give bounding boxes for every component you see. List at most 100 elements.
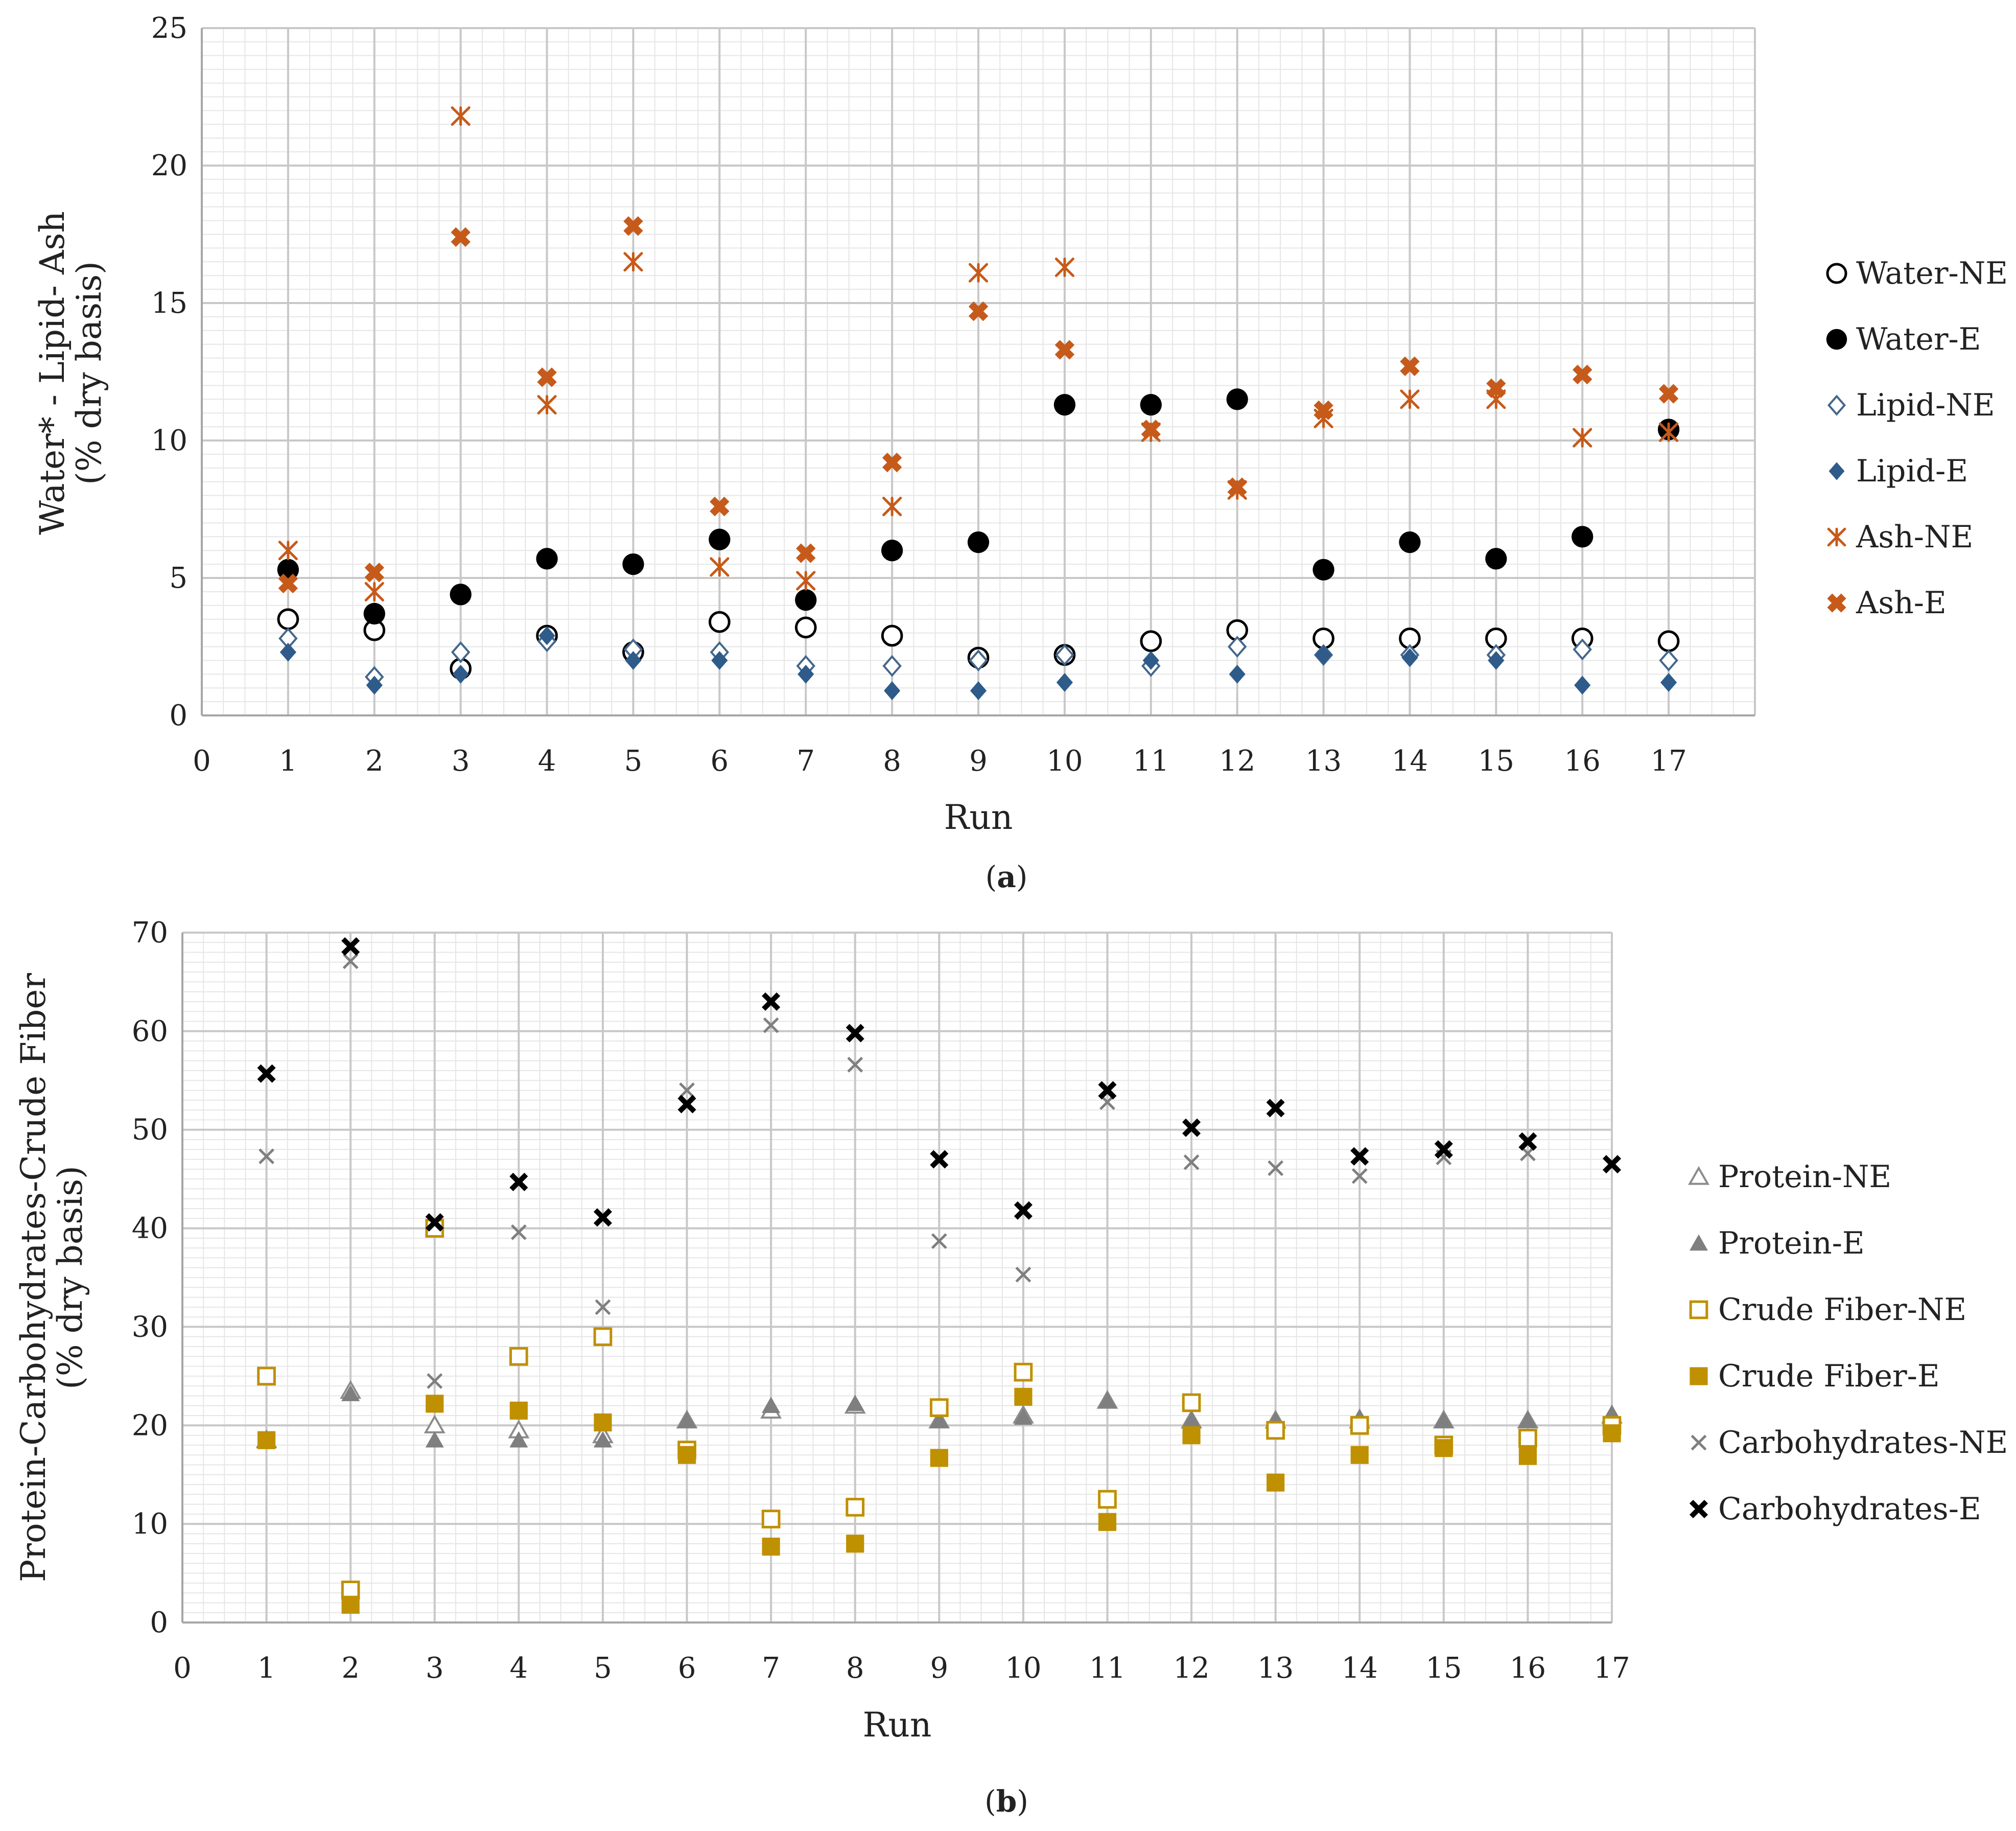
- data-point: [1014, 1408, 1033, 1425]
- y-axis-title-line2: (% dry basis): [69, 261, 109, 485]
- y-axis-title-b: Protein-Carbohydrates-Crude Fiber (% dry…: [14, 973, 90, 1582]
- legend-item: Lipid-NE: [1827, 387, 1995, 423]
- legend-marker: [1826, 329, 1847, 350]
- data-point: [1486, 378, 1506, 398]
- data-point: [451, 641, 471, 663]
- data-point: [1054, 340, 1075, 360]
- x-tick-label: 0: [193, 745, 211, 778]
- data-marks-b: [255, 937, 1623, 1614]
- data-point: [509, 1347, 528, 1366]
- data-point: [795, 589, 817, 611]
- data-point: [1603, 1424, 1621, 1443]
- x-tick-label: 16: [1510, 1652, 1546, 1685]
- data-point: [425, 1431, 444, 1448]
- data-point: [509, 1431, 528, 1448]
- data-point: [847, 1057, 863, 1073]
- data-point: [711, 651, 728, 670]
- series-carbohydrates-e: [257, 937, 1622, 1232]
- data-point: [708, 611, 731, 633]
- legend-item: Water-E: [1826, 321, 1981, 357]
- x-tick-label: 7: [796, 745, 815, 778]
- data-point: [1518, 1132, 1537, 1151]
- panel-label-a: (a): [986, 860, 1028, 894]
- data-point: [763, 1017, 779, 1033]
- data-point: [1056, 673, 1073, 692]
- data-point: [1266, 1099, 1285, 1118]
- data-point: [1227, 636, 1247, 658]
- legend-item: Carbohydrates-NE: [1691, 1425, 2008, 1461]
- legend-marker-shape: [1826, 329, 1847, 350]
- x-tick-label: 10: [1005, 1652, 1041, 1685]
- legend-marker: [1827, 593, 1846, 613]
- data-point: [882, 452, 902, 473]
- legend-item: Carbohydrates-E: [1689, 1491, 1981, 1527]
- x-tick-label: 16: [1564, 745, 1601, 778]
- data-point: [1657, 630, 1680, 653]
- panel-b: 0 10 20 30 40 50 60 70 0 1 2 3 4 5 6 7 8…: [14, 916, 2008, 1819]
- data-point: [1098, 1081, 1117, 1100]
- x-tick-label: 14: [1392, 745, 1428, 778]
- legend-label: Protein-E: [1718, 1225, 1865, 1261]
- legend-label: Lipid-E: [1856, 453, 1968, 489]
- data-point: [1098, 1513, 1117, 1531]
- data-point: [622, 553, 644, 575]
- data-point: [363, 602, 385, 625]
- data-point: [425, 1213, 444, 1232]
- data-point: [1182, 1411, 1201, 1428]
- data-point: [1572, 526, 1593, 548]
- data-point: [846, 1535, 864, 1553]
- panel-label-letter: a: [997, 860, 1016, 894]
- x-tick-label: 3: [452, 745, 470, 778]
- data-point: [846, 1024, 864, 1042]
- y-tick-labels-a: 0 5 10 15 20 25: [151, 12, 187, 732]
- data-point: [762, 1397, 781, 1413]
- data-point: [884, 681, 901, 700]
- data-point: [593, 1208, 612, 1227]
- x-axis-title-a: Run: [944, 798, 1013, 837]
- x-tick-label: 14: [1342, 1652, 1378, 1685]
- data-point: [594, 1413, 612, 1432]
- x-tick-label: 3: [426, 1652, 444, 1685]
- data-point: [1435, 1439, 1453, 1457]
- data-point: [257, 1431, 276, 1449]
- x-tick-label: 15: [1425, 1652, 1462, 1685]
- data-point: [679, 1082, 695, 1098]
- data-point: [451, 227, 471, 247]
- data-point: [1660, 673, 1677, 692]
- y-tick-label: 0: [150, 1606, 168, 1639]
- data-point: [538, 626, 555, 645]
- data-point: [1267, 1473, 1285, 1492]
- data-point: [1659, 422, 1679, 442]
- data-point: [762, 1537, 780, 1556]
- y-axis-title-line2: (% dry basis): [51, 1166, 90, 1389]
- data-point: [677, 1095, 696, 1114]
- panel-label-b: (b): [984, 1784, 1028, 1819]
- data-point: [1401, 648, 1418, 667]
- legend-marker-shape: [1827, 593, 1846, 613]
- x-tick-label: 12: [1173, 1652, 1209, 1685]
- legend-label: Water-NE: [1856, 256, 2008, 291]
- data-point: [677, 1446, 696, 1464]
- data-point: [593, 1327, 613, 1347]
- data-point: [1400, 389, 1420, 409]
- legend-item: Water-NE: [1826, 256, 2008, 291]
- legend-item: Protein-NE: [1687, 1159, 1891, 1195]
- legend-item: Crude Fiber-NE: [1689, 1292, 1966, 1328]
- data-point: [1518, 1447, 1537, 1465]
- data-point: [709, 528, 731, 550]
- data-point: [1602, 1155, 1622, 1174]
- data-point: [257, 1366, 276, 1386]
- x-tick-label: 5: [594, 1652, 612, 1685]
- x-tick-labels-b: 0 1 2 3 4 5 6 7 8 9 10 11 12 13 14 15 16…: [173, 1652, 1630, 1685]
- data-point: [794, 616, 817, 639]
- series-carbohydrates-ne: [259, 953, 1620, 1389]
- legend-marker-shape: [1689, 1499, 1708, 1519]
- data-point: [1014, 1362, 1033, 1382]
- data-point: [1182, 1118, 1201, 1137]
- data-point: [970, 681, 987, 700]
- data-point: [1351, 1168, 1368, 1184]
- data-point: [710, 557, 730, 577]
- legend-marker-shape: [1689, 1234, 1708, 1251]
- data-point: [625, 651, 642, 670]
- x-tick-label: 17: [1650, 745, 1686, 778]
